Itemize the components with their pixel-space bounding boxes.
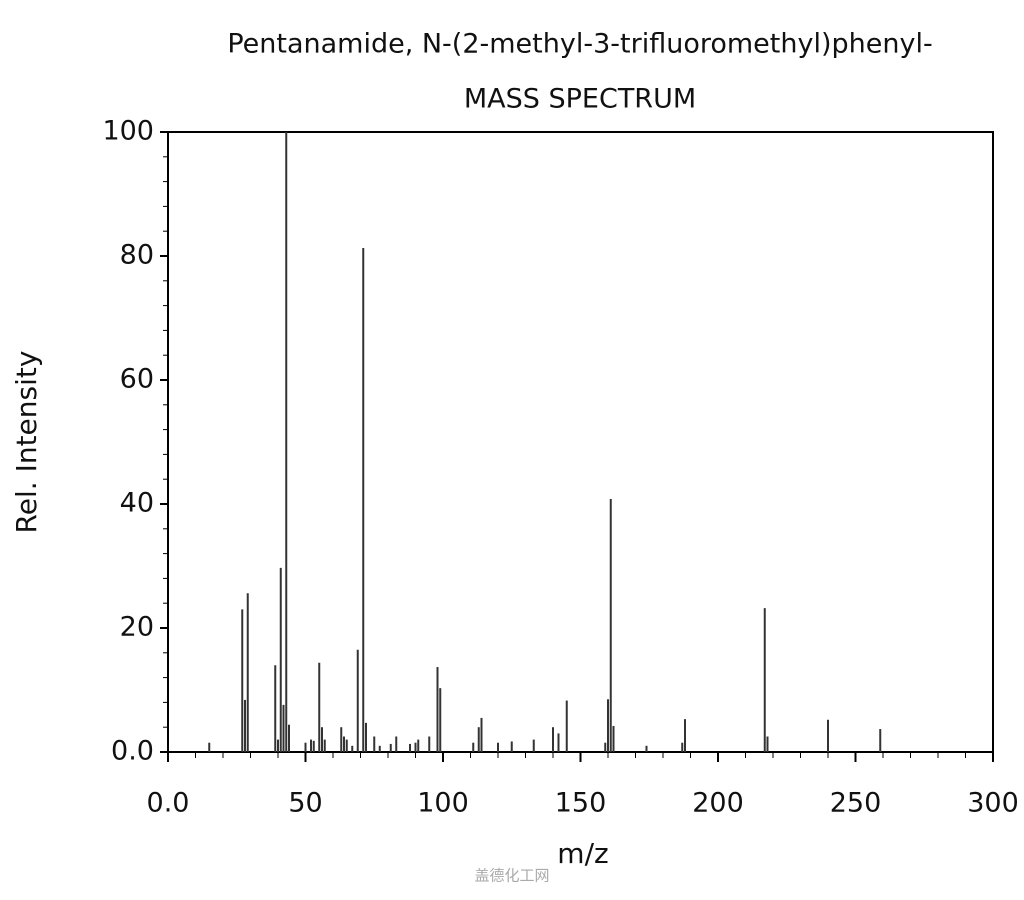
x-tick-label: 200	[692, 788, 744, 819]
x-tick-label: 150	[555, 788, 607, 819]
chart-title: Pentanamide, N-(2-methyl-3-trifluorometh…	[227, 29, 932, 60]
y-tick-label: 100	[102, 116, 154, 147]
plot-frame	[167, 131, 994, 753]
y-tick-label: 40	[120, 488, 154, 519]
x-tick-label: 100	[417, 788, 469, 819]
chart-subtitle: MASS SPECTRUM	[464, 84, 696, 115]
y-axis-label: Rel. Intensity	[10, 351, 43, 534]
y-tick-label: 80	[120, 240, 154, 271]
x-tick-label: 300	[967, 788, 1019, 819]
y-tick-label: 60	[120, 364, 154, 395]
y-tick-label: 0.0	[111, 736, 154, 767]
x-tick-label: 50	[288, 788, 322, 819]
watermark: 盖德化工网	[474, 867, 549, 885]
x-axis-label: m/z	[557, 837, 608, 870]
y-tick-label: 20	[120, 612, 154, 643]
x-tick-label: 250	[830, 788, 882, 819]
x-tick-label: 0.0	[147, 788, 190, 819]
